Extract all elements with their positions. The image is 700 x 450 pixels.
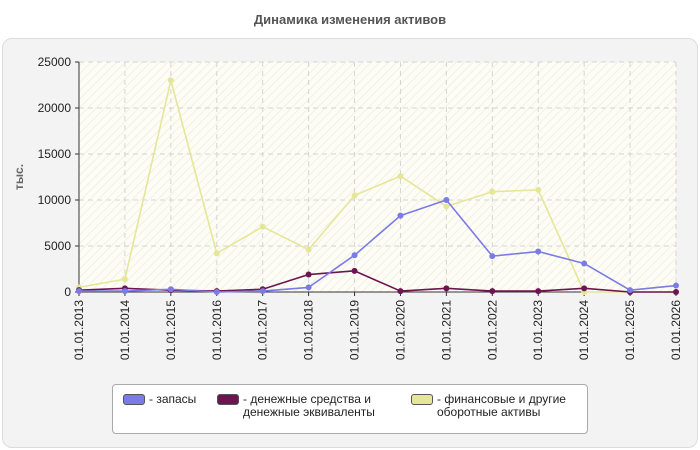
- legend-swatch: [123, 394, 145, 405]
- axes: 0 5000 10000 15000 20000 25000 01.01.2013 01.01…: [38, 55, 683, 360]
- legend-swatch: [217, 394, 239, 405]
- x-tick-label: 01.01.2016: [210, 300, 224, 360]
- data-point: [76, 288, 82, 295]
- data-point: [397, 212, 404, 219]
- x-tick-label: 01.01.2025: [623, 300, 637, 360]
- y-tick-label: 20000: [38, 101, 72, 115]
- x-tick-label: 01.01.2017: [256, 300, 270, 360]
- data-point: [167, 286, 174, 293]
- data-point: [351, 267, 358, 274]
- data-point: [351, 192, 358, 199]
- x-tick-label: 01.01.2022: [485, 300, 499, 360]
- x-tick-label: 01.01.2018: [302, 300, 316, 360]
- data-point: [213, 289, 220, 295]
- data-point: [305, 271, 312, 278]
- legend-item-inventory: - запасы: [123, 393, 196, 406]
- data-point: [489, 188, 496, 195]
- data-point: [673, 289, 679, 295]
- data-point: [305, 284, 312, 291]
- legend-label: - запасы: [149, 392, 197, 406]
- legend-item-cash: - денежные средства и денежные эквивален…: [217, 393, 375, 419]
- data-point: [443, 197, 450, 203]
- legend-label: - финансовые и другие оборотные активы: [437, 392, 566, 419]
- data-point: [167, 77, 174, 84]
- x-tick-label: 01.01.2013: [72, 300, 86, 360]
- data-point: [305, 246, 312, 253]
- data-point: [443, 203, 450, 210]
- data-point: [535, 248, 542, 255]
- data-point: [351, 252, 358, 259]
- y-tick-label: 15000: [38, 147, 72, 161]
- data-point: [489, 288, 496, 295]
- y-tick-label: 5000: [44, 239, 71, 253]
- series-line: [79, 199, 677, 293]
- data-point: [397, 288, 404, 295]
- x-tick-label: 01.01.2014: [118, 300, 132, 360]
- legend-swatch: [411, 394, 433, 405]
- data-point: [259, 223, 266, 230]
- legend-item-financial-assets: - финансовые и другие оборотные активы: [411, 393, 566, 419]
- data-point: [489, 253, 496, 260]
- chart-title: Динамика изменения активов: [253, 12, 447, 27]
- data-point: [397, 173, 404, 180]
- legend-label: - денежные средства и денежные эквивален…: [243, 392, 375, 419]
- plot-area: [79, 62, 676, 292]
- y-tick-label: 25000: [38, 55, 72, 69]
- x-tick-label: 01.01.2026: [669, 300, 683, 360]
- data-point: [121, 276, 128, 283]
- x-tick-label: 01.01.2021: [439, 300, 453, 360]
- y-axis-label: тыс.: [12, 164, 26, 190]
- data-point: [535, 288, 542, 295]
- x-tick-label: 01.01.2023: [531, 300, 545, 360]
- y-tick-label: 10000: [38, 193, 72, 207]
- x-tick-label: 01.01.2015: [164, 300, 178, 360]
- data-point: [213, 250, 220, 257]
- data-point: [121, 288, 128, 295]
- data-point: [259, 288, 266, 295]
- data-point: [673, 282, 679, 289]
- series-line: [78, 79, 676, 293]
- chart-legend: - запасы - денежные средства и денежные …: [112, 384, 588, 434]
- data-point: [443, 285, 450, 292]
- x-tick-label: 01.01.2024: [577, 300, 591, 360]
- x-tick-label: 01.01.2020: [393, 300, 407, 360]
- series-lines: [76, 77, 679, 295]
- data-point: [581, 260, 588, 267]
- x-tick-label: 01.01.2019: [348, 300, 362, 360]
- data-point: [627, 287, 634, 294]
- data-point: [535, 186, 542, 193]
- y-tick-label: 0: [64, 285, 71, 299]
- data-point: [581, 285, 588, 292]
